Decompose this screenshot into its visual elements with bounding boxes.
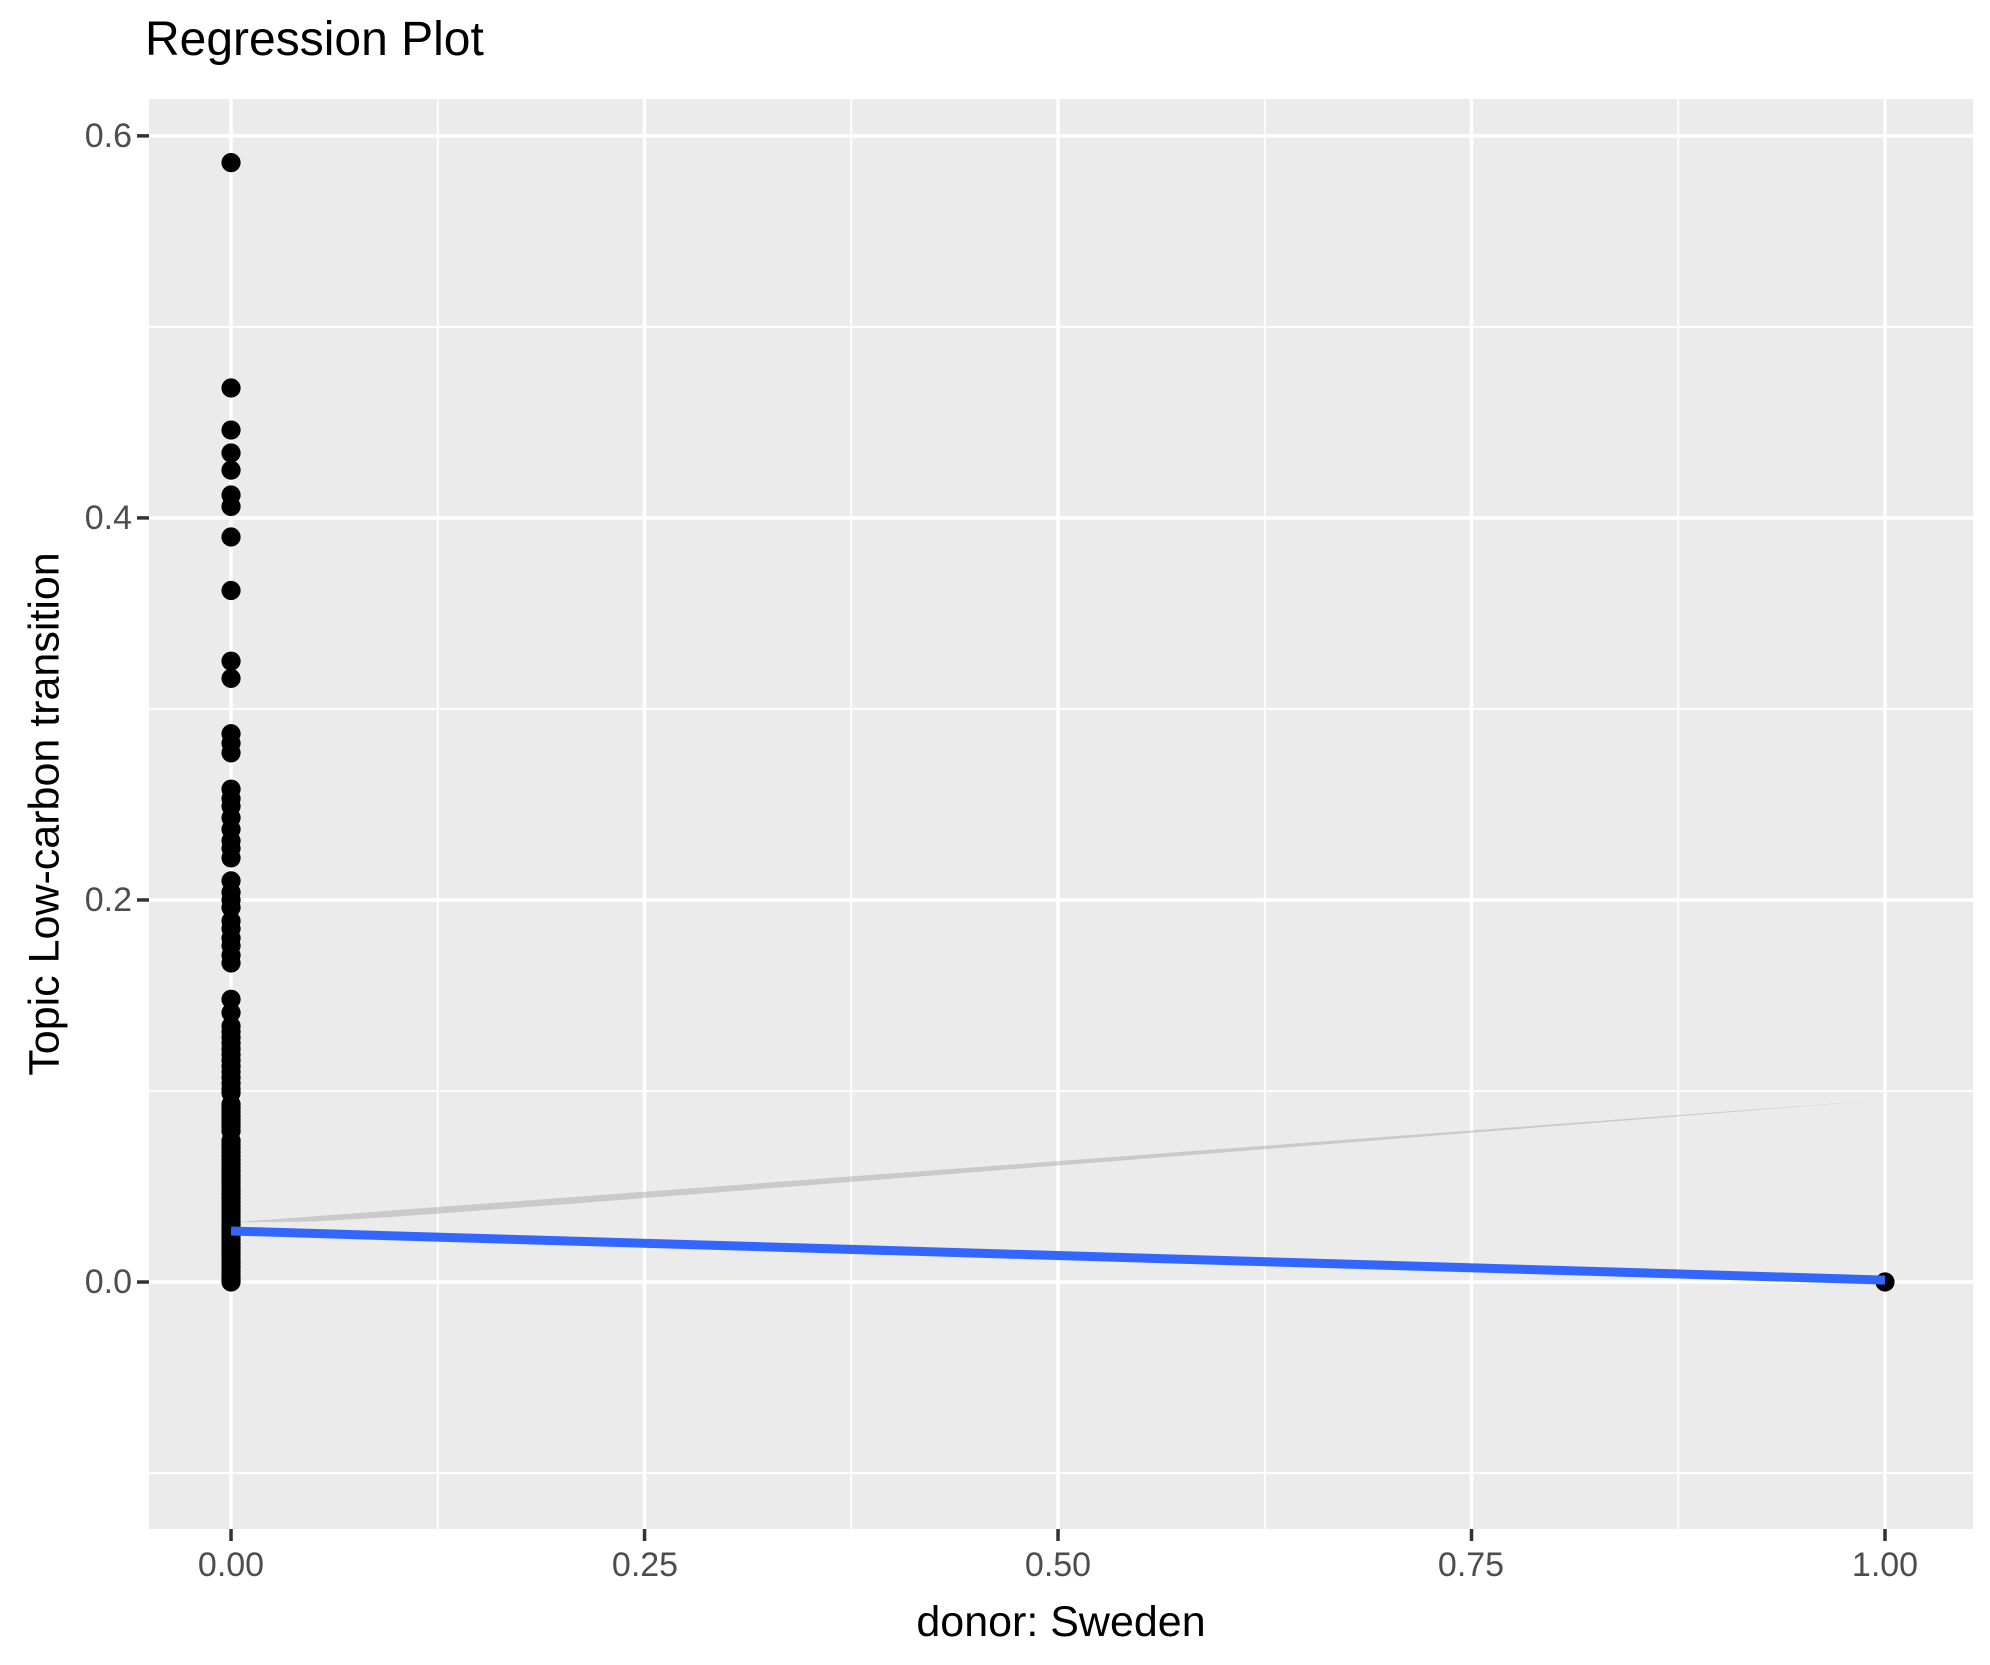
plot-title: Regression Plot [145, 13, 484, 66]
y-tick-label-0.6: 0.6 [84, 117, 132, 155]
panel-background [149, 99, 1973, 1529]
scatter-point [221, 1272, 241, 1292]
scatter-point [221, 580, 241, 601]
scatter-point [221, 153, 241, 173]
regression-line [230, 1226, 1886, 1285]
y-axis-title: Topic Low-carbon transition [20, 552, 69, 1076]
x-tick-label-0.00: 0.00 [197, 1546, 265, 1584]
y-tick-label-0.2: 0.2 [84, 881, 132, 919]
x-tick-label-0.50: 0.50 [1024, 1546, 1092, 1584]
scatter-point [221, 420, 241, 440]
scatter-point [221, 848, 241, 868]
scatter-point [221, 460, 241, 480]
scatter-point [221, 378, 241, 398]
confidence-band [231, 1099, 1886, 1223]
scatter-point [221, 443, 241, 463]
x-tick-label-0.25: 0.25 [611, 1546, 679, 1584]
scatter-point [221, 668, 241, 688]
y-tick-label-0.0: 0.0 [84, 1263, 132, 1301]
y-tick-label-0.4: 0.4 [84, 499, 132, 537]
scatter-point [221, 496, 241, 517]
x-tick-label-1.00: 1.00 [1851, 1546, 1919, 1584]
scatter-point [221, 898, 241, 918]
scatter-point [221, 651, 241, 671]
scatter-point [221, 743, 241, 763]
scatter-point [221, 989, 241, 1009]
scatter-point [221, 527, 241, 547]
x-tick-label-0.75: 0.75 [1437, 1546, 1505, 1584]
scatter-point [221, 1003, 241, 1023]
x-axis-title: donor: Sweden [916, 1598, 1206, 1646]
scatter-point [221, 953, 241, 973]
